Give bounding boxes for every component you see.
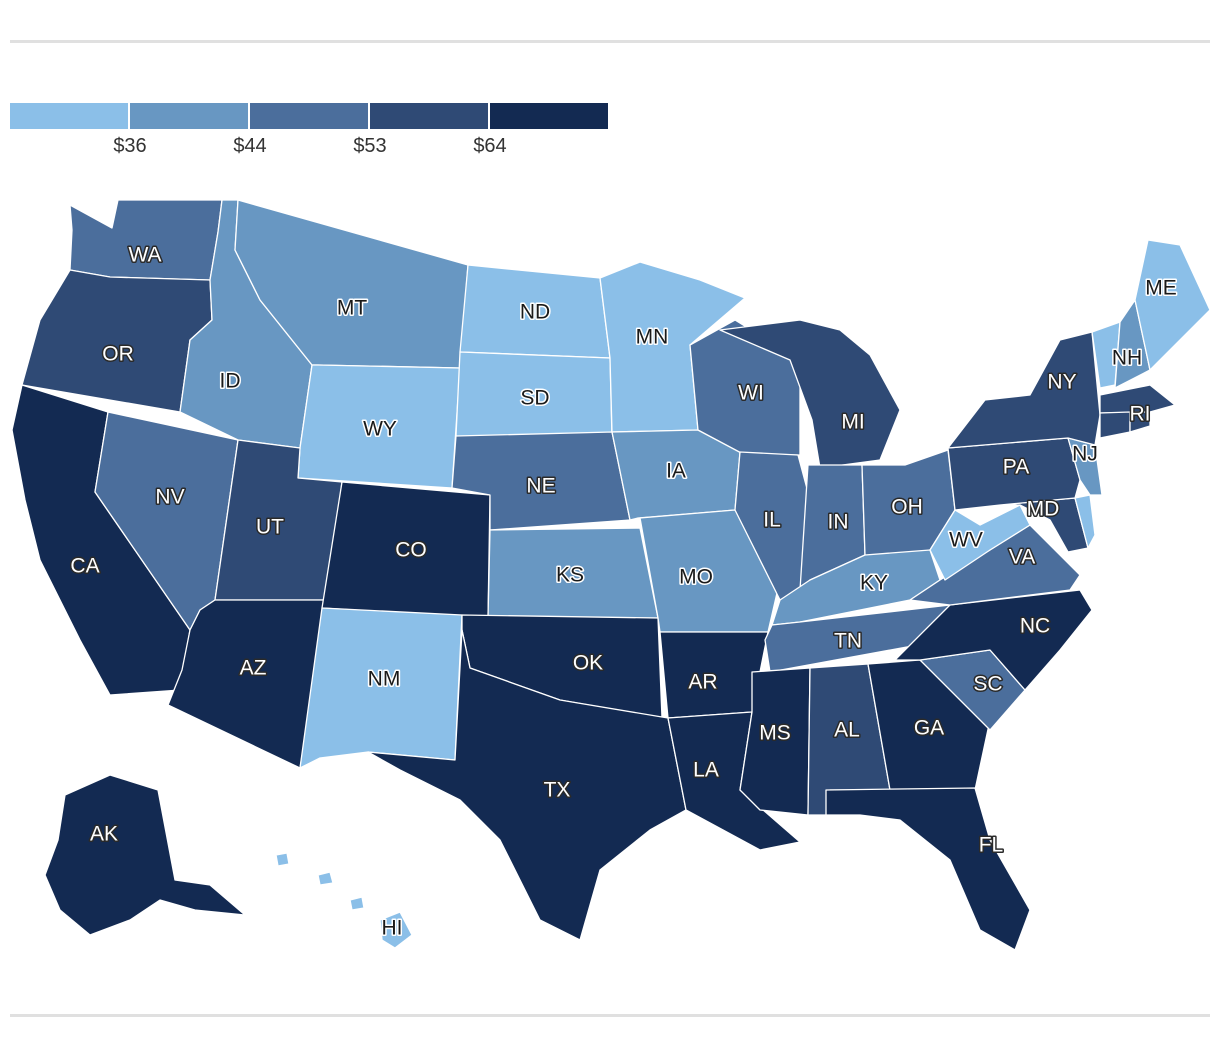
legend-swatch-4 xyxy=(370,103,488,129)
label-az: AZ xyxy=(240,657,267,680)
top-divider xyxy=(10,40,1210,43)
state-ga[interactable] xyxy=(867,659,991,791)
legend-swatch-5 xyxy=(490,103,608,129)
legend-swatch-3 xyxy=(250,103,368,129)
label-mt: MT xyxy=(337,297,367,320)
label-al: AL xyxy=(834,719,860,742)
state-ny[interactable] xyxy=(947,331,1101,449)
legend-threshold-1: $36 xyxy=(113,135,147,157)
state-wa[interactable] xyxy=(69,199,223,281)
label-wi: WI xyxy=(738,382,764,405)
label-in: IN xyxy=(828,511,849,534)
state-labels: WA OR CA NV ID MT WY UT AZ CO NM ND SD N… xyxy=(69,242,1178,941)
label-fl: FL xyxy=(979,834,1004,857)
state-wi[interactable] xyxy=(689,319,801,456)
legend-threshold-2: $44 xyxy=(233,135,267,157)
label-ok: OK xyxy=(573,652,603,675)
state-de[interactable] xyxy=(1074,494,1096,549)
state-ct[interactable] xyxy=(1099,411,1131,439)
label-hi: HI xyxy=(382,917,403,940)
legend-swatch-2 xyxy=(130,103,248,129)
state-hi-island-oahu[interactable] xyxy=(317,871,334,886)
label-il: IL xyxy=(763,509,781,532)
color-legend: $36 $44 $53 $64 xyxy=(10,103,610,163)
bottom-divider xyxy=(10,1014,1210,1017)
label-mo: MO xyxy=(679,566,713,589)
state-ak[interactable] xyxy=(44,774,246,936)
label-tx: TX xyxy=(544,779,571,802)
label-or: OR xyxy=(102,343,134,366)
label-ks: KS xyxy=(556,564,584,587)
label-ms: MS xyxy=(759,722,791,745)
state-hi-island-maui[interactable] xyxy=(349,896,365,911)
label-ne: NE xyxy=(526,475,555,498)
label-nm: NM xyxy=(368,668,401,691)
label-mn: MN xyxy=(636,326,669,349)
label-pa: PA xyxy=(1003,456,1029,479)
label-sc: SC xyxy=(973,673,1002,696)
state-hi-island-kauai[interactable] xyxy=(275,852,290,867)
state-fl[interactable] xyxy=(825,787,1031,951)
legend-threshold-3: $53 xyxy=(353,135,387,157)
state-hi[interactable] xyxy=(379,911,413,949)
label-oh: OH xyxy=(891,496,923,519)
label-mi: MI xyxy=(841,411,864,434)
label-nc: NC xyxy=(1020,615,1050,638)
label-wa: WA xyxy=(128,244,161,267)
state-mi[interactable] xyxy=(719,319,901,469)
label-md: MD xyxy=(1027,498,1060,521)
label-ca: CA xyxy=(70,555,99,578)
label-sd: SD xyxy=(520,387,549,410)
state-tx[interactable] xyxy=(367,629,687,941)
state-wv[interactable] xyxy=(929,504,1031,581)
label-co: CO xyxy=(395,539,427,562)
state-shapes xyxy=(11,199,1211,951)
label-id: ID xyxy=(220,370,241,393)
label-ut: UT xyxy=(256,516,284,539)
us-choropleth-map: WA OR CA NV ID MT WY UT AZ CO NM ND SD N… xyxy=(11,199,1211,951)
label-ny: NY xyxy=(1047,371,1076,394)
label-wv: WV xyxy=(949,529,983,552)
legend-swatch-1 xyxy=(10,103,128,129)
state-ri[interactable] xyxy=(1129,411,1151,433)
label-ky: KY xyxy=(860,572,888,595)
label-ar: AR xyxy=(688,671,717,694)
label-ia: IA xyxy=(666,460,686,483)
state-me[interactable] xyxy=(1134,239,1211,371)
label-ga: GA xyxy=(914,717,944,740)
label-me: ME xyxy=(1145,277,1177,300)
label-nd: ND xyxy=(520,301,550,324)
label-ri: RI xyxy=(1130,403,1151,426)
label-nv: NV xyxy=(155,486,184,509)
label-ak: AK xyxy=(90,823,118,846)
label-nh: NH xyxy=(1112,347,1142,370)
label-va: VA xyxy=(1009,546,1035,569)
label-la: LA xyxy=(693,759,719,782)
label-wy: WY xyxy=(363,418,397,441)
state-ma[interactable] xyxy=(1099,384,1176,414)
legend-threshold-4: $64 xyxy=(473,135,507,157)
label-nj: NJ xyxy=(1072,443,1098,466)
label-tn: TN xyxy=(834,630,862,653)
